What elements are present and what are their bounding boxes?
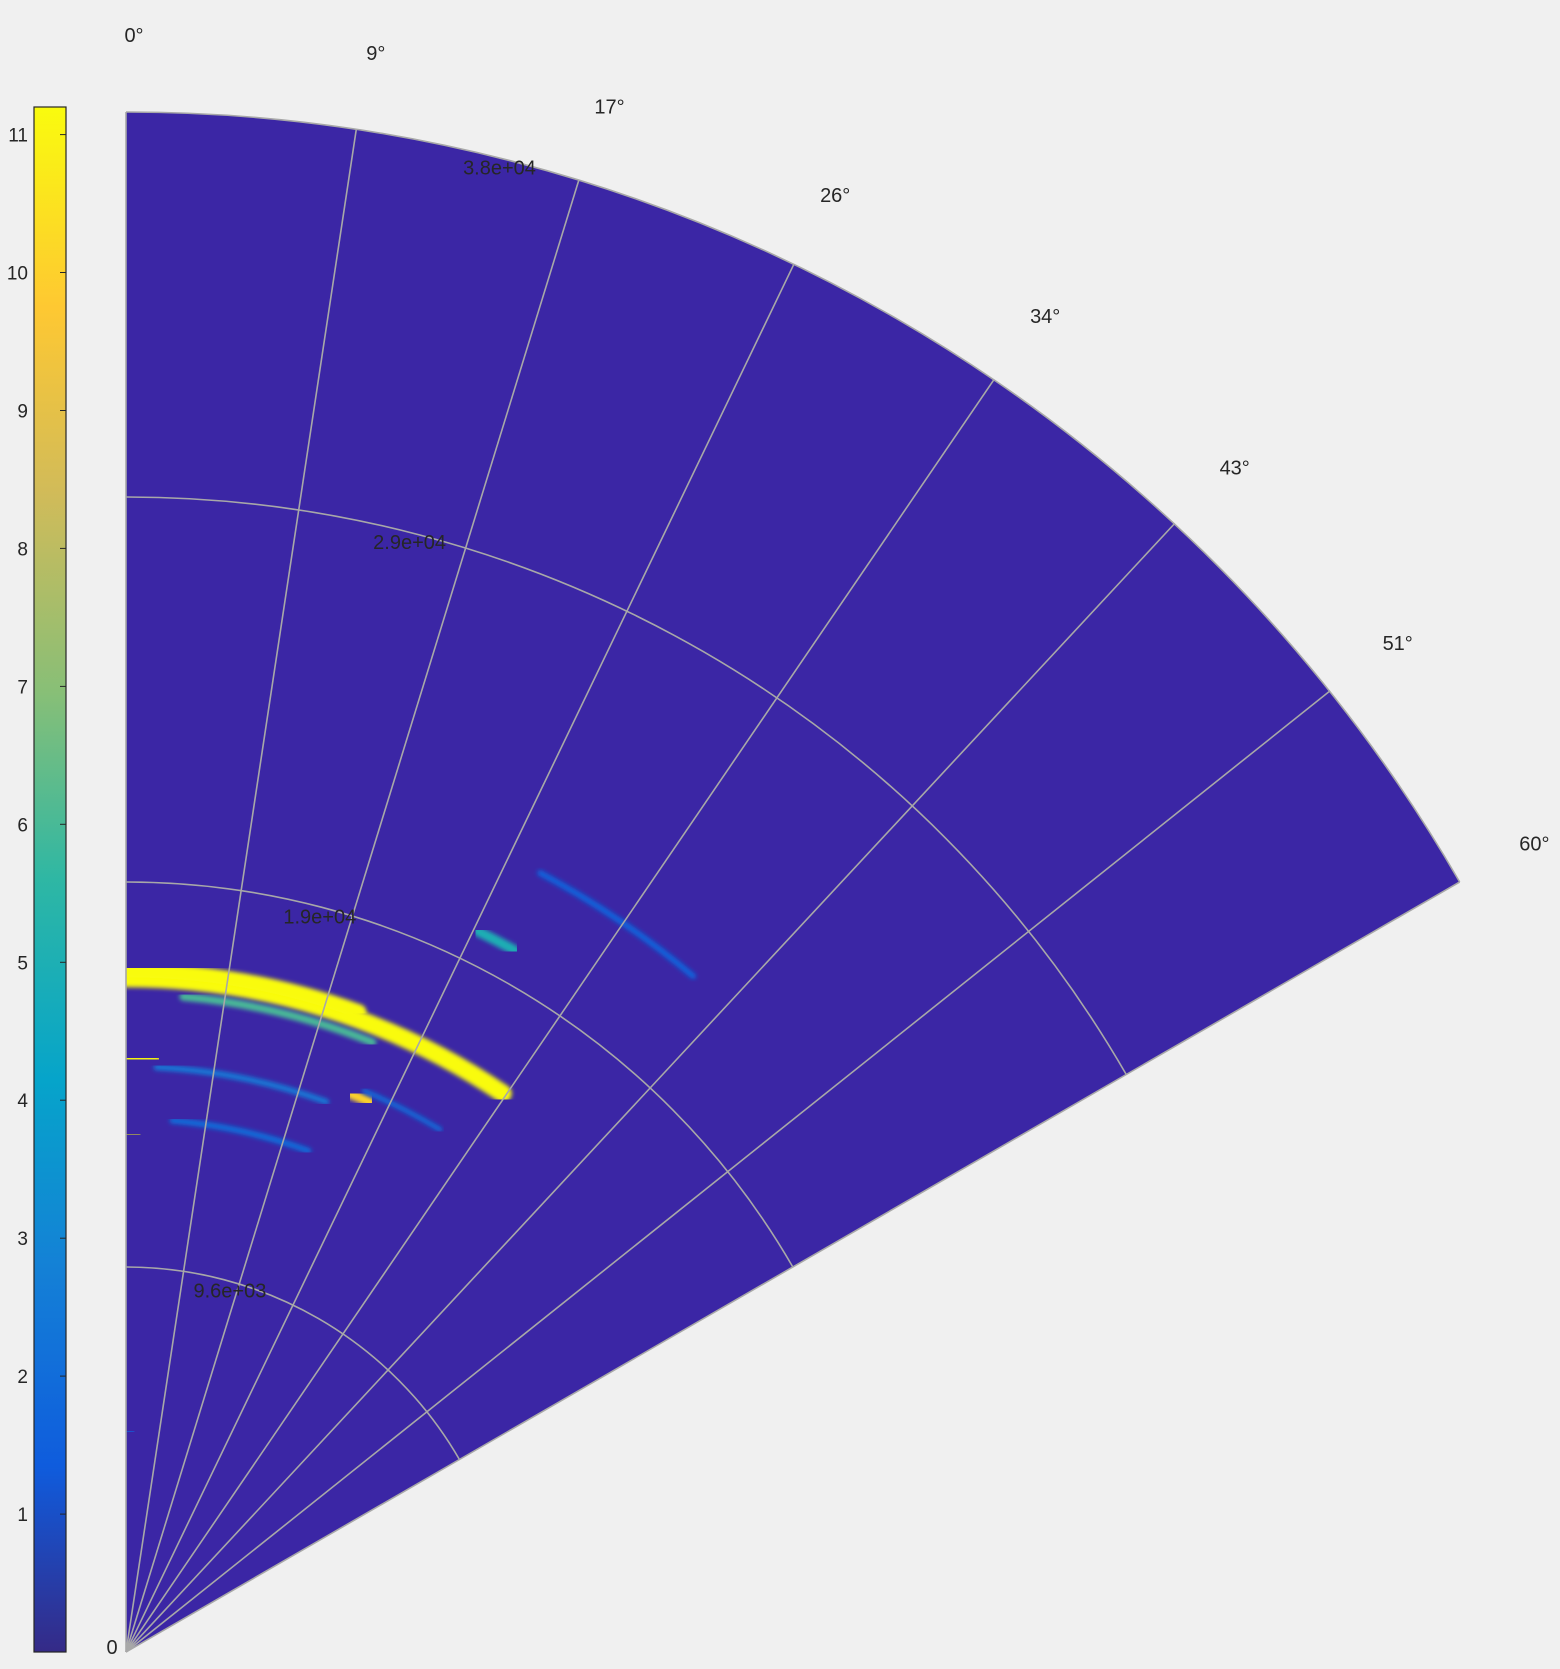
colorbar-tick-label: 10 (7, 264, 28, 285)
intensity-feature (179, 992, 377, 1047)
sector-background (126, 112, 1460, 1652)
intensity-feature (169, 1117, 312, 1154)
theta-grid-line (125, 523, 1175, 1653)
colorbar-gradient (33, 106, 67, 1653)
intensity-feature (153, 1064, 330, 1105)
r-grid-arc (125, 111, 1461, 883)
colorbar-tick-label: 3 (17, 1229, 28, 1250)
r-tick-label: 2.9e+04 (373, 532, 446, 554)
colorbar-tick-label: 7 (17, 677, 28, 698)
r-tick-label: 1.9e+04 (283, 906, 356, 928)
theta-tick-label: 9° (366, 43, 385, 65)
colorbar-tick-label: 1 (17, 1505, 28, 1526)
theta-grid-line (125, 179, 580, 1653)
theta-grid-line (125, 263, 795, 1653)
theta-grid-line (125, 881, 1461, 1653)
colorbar-tick-label: 4 (17, 1091, 28, 1112)
intensity-feature (361, 1088, 443, 1132)
intensity-feature (472, 926, 520, 956)
intensity-feature (126, 1054, 162, 1064)
r-grid-arc (125, 1266, 461, 1460)
colorbar-tick-label: 2 (17, 1367, 28, 1388)
theta-tick-label: 26° (820, 185, 850, 207)
theta-grid-line (125, 379, 995, 1653)
intensity-feature (537, 869, 697, 980)
intensity-feature (346, 1089, 376, 1108)
r-grid-arc (125, 881, 794, 1268)
theta-grid-line (125, 690, 1331, 1653)
r-tick-label: 9.6e+03 (193, 1281, 266, 1303)
theta-grid-line (125, 129, 358, 1653)
colorbar: 1 2 3 4 5 6 7 8 9 10 11 (7, 106, 67, 1653)
polar-sector (126, 112, 1460, 1652)
colorbar-tick-label: 11 (8, 126, 28, 147)
polar-grid (125, 111, 1461, 1653)
colorbar-tick-label: 6 (17, 815, 28, 836)
theta-tick-label: 0° (124, 25, 143, 47)
axis-labels: 0° 9° 17° 26° 34° 43° 51° 60° 9.6e+03 1.9e+04 2.9e… (106, 25, 1549, 1659)
intensity-feature (126, 969, 512, 1103)
theta-tick-label: 60° (1519, 834, 1549, 856)
origin-label: 0 (106, 1637, 117, 1659)
colorbar-tick-label: 5 (17, 953, 28, 974)
colorbar-tick-label: 9 (17, 402, 28, 423)
r-tick-label: 3.8e+04 (463, 158, 536, 180)
theta-tick-label: 34° (1030, 306, 1060, 328)
r-grid-arc (125, 496, 1127, 1075)
theta-tick-label: 17° (594, 97, 624, 119)
colorbar-tick-label: 8 (17, 539, 28, 560)
theta-tick-label: 51° (1383, 633, 1413, 655)
theta-tick-label: 43° (1220, 458, 1250, 480)
intensity-feature (126, 963, 367, 1019)
intensity-features (126, 869, 697, 1434)
